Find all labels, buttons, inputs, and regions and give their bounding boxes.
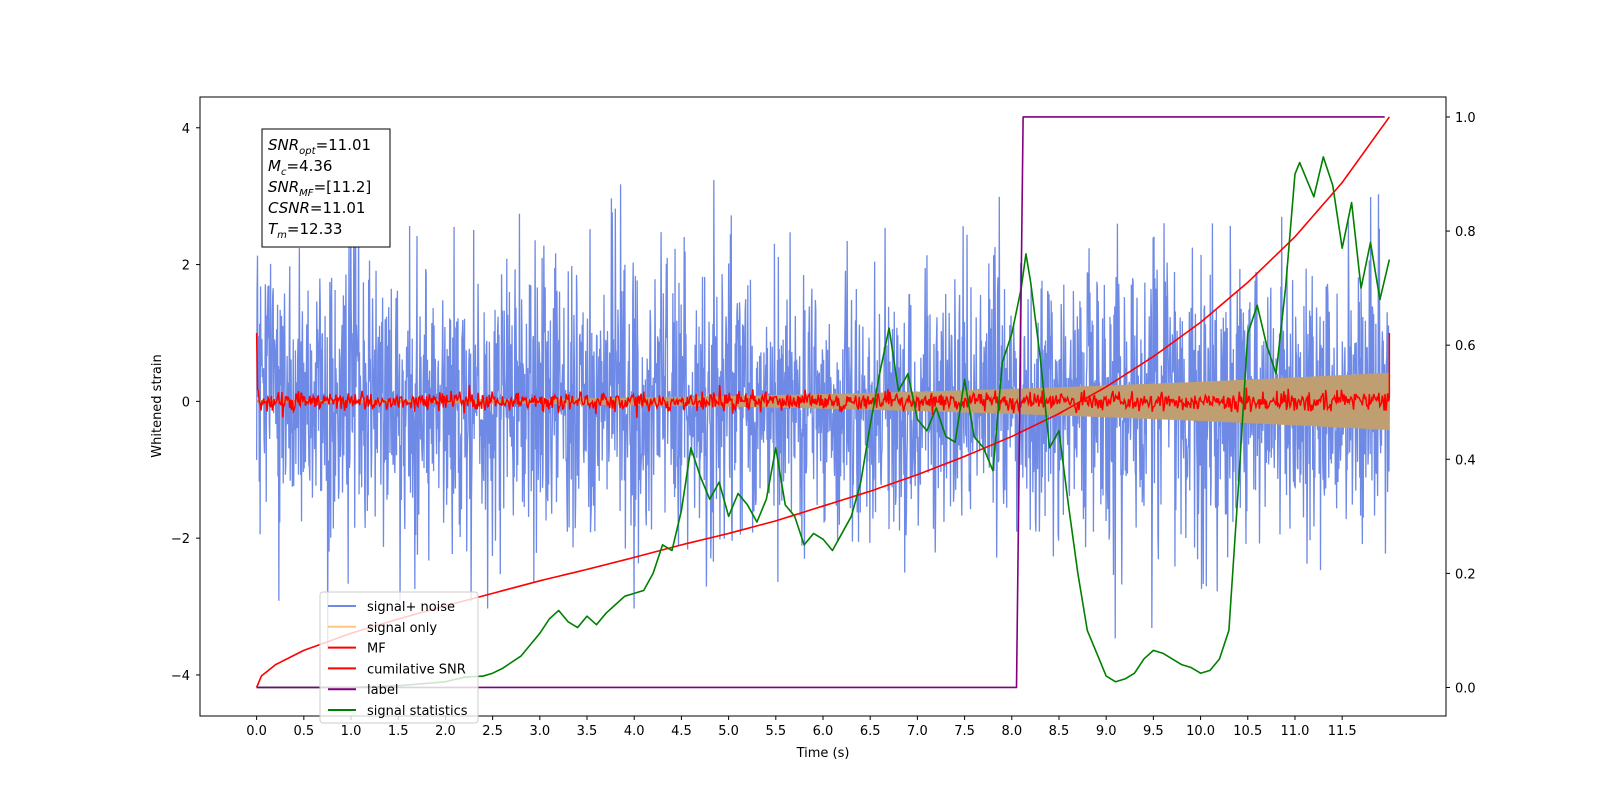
series-signal-statistics — [256, 156, 1391, 689]
x-tick-label: 7.0 — [907, 724, 928, 739]
series-mf — [255, 332, 1391, 418]
x-tick-label: 10.0 — [1186, 724, 1215, 739]
x-tick-label: 10.5 — [1233, 724, 1262, 739]
legend-entry: label — [367, 683, 398, 698]
x-tick-label: 6.5 — [860, 724, 881, 739]
y-axis-left: −4 −2 0 2 4 — [171, 122, 200, 684]
y-tick-label: 4 — [182, 122, 190, 137]
y-tick-label: −2 — [171, 532, 190, 547]
x-tick-label: 2.0 — [435, 724, 456, 739]
x-tick-label: 0.0 — [246, 724, 267, 739]
x-tick-label: 3.5 — [577, 724, 598, 739]
y2-tick-label: 1.0 — [1455, 111, 1476, 126]
legend-entry: signal only — [367, 621, 437, 636]
x-tick-label: 8.0 — [1001, 724, 1022, 739]
x-axis: 0.0 0.5 1.0 1.5 2.0 2.5 3.0 3.5 4.0 4.5 5.0 5.5 6.0 6… — [246, 716, 1357, 739]
y2-tick-label: 0.0 — [1455, 681, 1476, 696]
y-axis-right: 0.0 0.2 0.4 0.6 0.8 1.0 — [1446, 111, 1476, 696]
annotation-line: CSNR=11.01 — [268, 199, 365, 217]
x-tick-label: 0.5 — [293, 724, 314, 739]
x-tick-label: 3.0 — [529, 724, 550, 739]
x-tick-label: 11.0 — [1280, 724, 1309, 739]
y2-tick-label: 0.6 — [1455, 339, 1476, 354]
x-tick-label: 8.5 — [1049, 724, 1070, 739]
x-tick-label: 4.0 — [624, 724, 645, 739]
legend-entry: MF — [367, 642, 386, 657]
x-tick-label: 4.5 — [671, 724, 692, 739]
legend-entry: signal+ noise — [367, 600, 455, 615]
y2-tick-label: 0.2 — [1455, 567, 1476, 582]
x-tick-label: 7.5 — [954, 724, 975, 739]
y2-tick-label: 0.4 — [1455, 453, 1476, 468]
legend-frame — [319, 591, 479, 724]
y-axis-label: Whitened strain — [150, 354, 165, 457]
x-tick-label: 9.5 — [1143, 724, 1164, 739]
x-tick-label: 5.0 — [718, 724, 739, 739]
y-tick-label: 2 — [182, 259, 190, 274]
x-axis-label: Time (s) — [796, 746, 850, 761]
x-tick-label: 11.5 — [1328, 724, 1357, 739]
x-tick-label: 2.5 — [482, 724, 503, 739]
annotation-line: Mc=4.36 — [268, 157, 332, 178]
x-tick-label: 9.0 — [1096, 724, 1117, 739]
annotation-frame — [261, 128, 391, 248]
legend: signal+ noise signal only MF cumilative SNR… — [319, 591, 479, 724]
series-label — [256, 116, 1385, 689]
annotation-line: Tm=12.33 — [268, 220, 342, 241]
annotation-line: SNRopt=11.01 — [268, 136, 371, 157]
legend-entry: signal statistics — [367, 704, 468, 719]
snr-annotation-box: SNRopt=11.01Mc=4.36SNRMF=[11.2]CSNR=11.0… — [261, 128, 391, 248]
x-tick-label: 5.5 — [765, 724, 786, 739]
x-tick-label: 6.0 — [813, 724, 834, 739]
y2-tick-label: 0.8 — [1455, 225, 1476, 240]
x-tick-label: 1.5 — [388, 724, 409, 739]
y-tick-label: −4 — [171, 669, 190, 684]
legend-entry: cumilative SNR — [367, 662, 466, 677]
y-tick-label: 0 — [182, 395, 190, 410]
x-tick-label: 1.0 — [341, 724, 362, 739]
annotation-line: SNRMF=[11.2] — [268, 178, 371, 199]
